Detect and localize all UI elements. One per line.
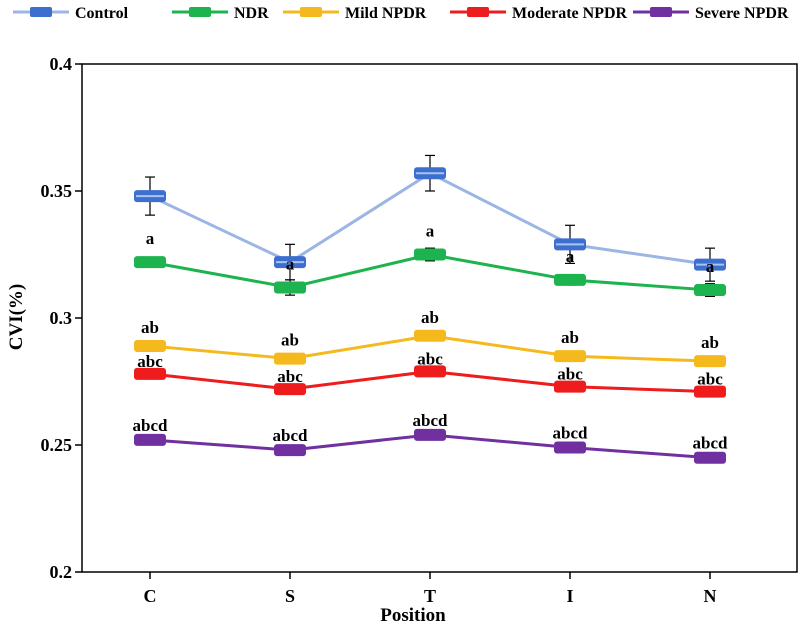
legend-label-3: Moderate NPDR (512, 5, 628, 22)
data-point (274, 444, 306, 457)
data-point (554, 273, 586, 286)
data-point (554, 380, 586, 393)
data-point (134, 367, 166, 380)
significance-label: ab (281, 331, 299, 350)
series-1: a a a a a (134, 222, 726, 298)
data-point (414, 428, 446, 441)
legend-label-1: NDR (234, 5, 269, 22)
x-tick-label: T (424, 586, 436, 606)
x-tick-label: I (566, 586, 573, 606)
legend-marker-1 (189, 7, 211, 17)
legend-marker-3 (467, 7, 489, 17)
axes: 0.2 0.25 0.3 0.35 0.4 C S T I N (41, 54, 798, 606)
data-point (554, 350, 586, 363)
significance-label: abcd (553, 424, 589, 443)
y-tick-label: 0.3 (50, 308, 73, 328)
legend-label-0: Control (75, 5, 129, 22)
data-point (694, 451, 726, 464)
legend-marker-4 (650, 7, 672, 17)
x-tick-label: S (285, 586, 295, 606)
series-3: abc abc abc abc abc (134, 349, 726, 398)
data-point (694, 355, 726, 368)
series-2: ab ab ab ab ab (134, 308, 726, 368)
significance-label: a (286, 255, 295, 274)
x-tick-label: C (144, 586, 157, 606)
y-tick-label: 0.35 (41, 181, 73, 201)
data-point (274, 281, 306, 294)
x-tick-label: N (704, 586, 717, 606)
legend-marker-2 (300, 7, 322, 17)
significance-label: a (566, 247, 575, 266)
legend-marker-0 (30, 7, 52, 17)
significance-label: ab (141, 318, 159, 337)
significance-label: abcd (413, 411, 449, 430)
significance-label: ab (561, 328, 579, 347)
data-point (134, 433, 166, 446)
significance-label: abc (277, 367, 303, 386)
series-4: abcd abcd abcd abcd abcd (133, 411, 729, 464)
significance-label: abc (697, 370, 723, 389)
data-point (694, 284, 726, 297)
significance-label: abc (137, 352, 163, 371)
data-point (554, 441, 586, 454)
significance-label: a (426, 222, 435, 241)
significance-label: abcd (693, 434, 729, 453)
x-axis-title: Position (380, 605, 446, 626)
series-0 (134, 154, 726, 282)
y-axis-title: CVI(%) (6, 284, 27, 351)
data-point (274, 383, 306, 396)
data-point (414, 365, 446, 378)
y-tick-label: 0.2 (50, 562, 73, 582)
data-point (414, 329, 446, 342)
significance-label: a (706, 257, 715, 276)
legend-label-2: Mild NPDR (345, 5, 427, 22)
significance-label: ab (421, 308, 439, 327)
data-point (134, 256, 166, 269)
data-point (414, 248, 446, 261)
significance-label: ab (701, 333, 719, 352)
legend: Control NDR Mild NPDR Moderate NPDR Severe N… (13, 5, 789, 22)
data-point (134, 339, 166, 352)
y-tick-label: 0.25 (41, 435, 73, 455)
data-point (274, 352, 306, 365)
legend-label-4: Severe NPDR (695, 5, 789, 22)
significance-label: abcd (273, 426, 309, 445)
y-tick-label: 0.4 (50, 54, 73, 74)
significance-label: a (146, 229, 155, 248)
significance-label: abcd (133, 416, 169, 435)
significance-label: abc (557, 365, 583, 384)
data-point (694, 385, 726, 398)
significance-label: abc (417, 349, 443, 368)
